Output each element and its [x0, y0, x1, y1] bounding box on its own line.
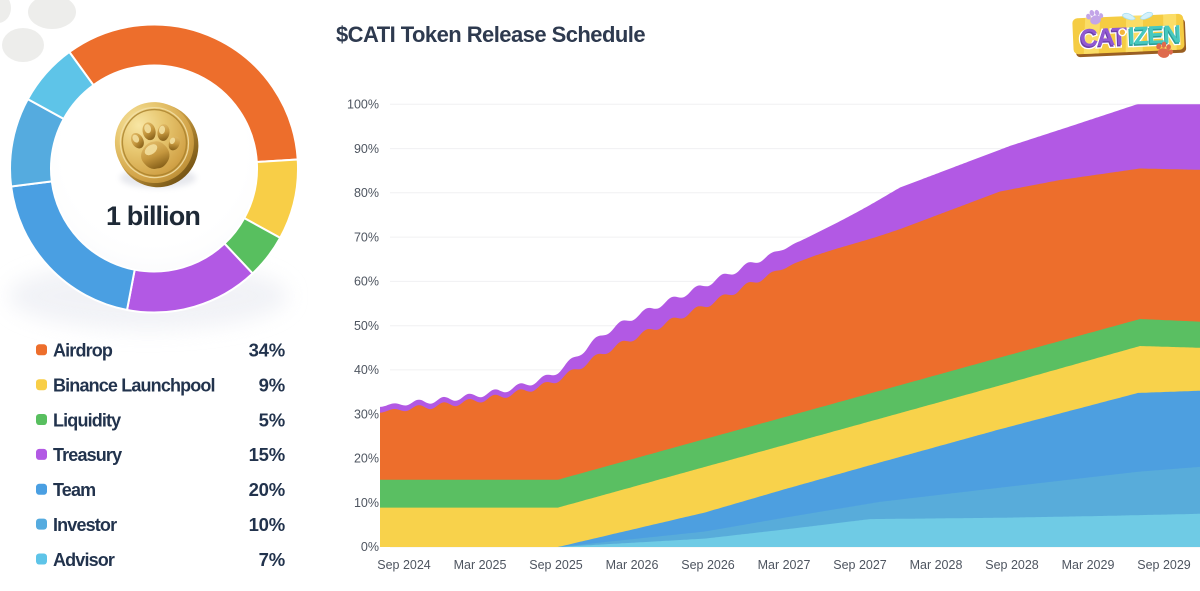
svg-text:50%: 50%	[354, 319, 379, 333]
svg-text:40%: 40%	[354, 363, 379, 377]
svg-text:30%: 30%	[354, 407, 379, 421]
svg-text:34%: 34%	[249, 340, 285, 361]
svg-text:Sep 2029: Sep 2029	[1137, 558, 1191, 572]
svg-text:Advisor: Advisor	[53, 550, 115, 570]
svg-text:Binance Launchpool: Binance Launchpool	[53, 376, 215, 396]
svg-text:Sep 2025: Sep 2025	[529, 558, 583, 572]
svg-text:CAT: CAT	[1079, 24, 1127, 54]
svg-text:CAT: CAT	[1079, 23, 1127, 53]
svg-text:10%: 10%	[354, 496, 379, 510]
svg-text:80%: 80%	[354, 186, 379, 200]
svg-text:$CATI Token Release Schedule: $CATI Token Release Schedule	[336, 22, 645, 47]
svg-text:90%: 90%	[354, 142, 379, 156]
svg-text:Sep 2027: Sep 2027	[833, 558, 887, 572]
svg-text:15%: 15%	[249, 444, 285, 465]
svg-text:Investor: Investor	[53, 515, 117, 535]
svg-text:IZEN: IZEN	[1127, 20, 1180, 50]
svg-text:100%: 100%	[347, 98, 379, 112]
svg-text:9%: 9%	[259, 375, 285, 396]
svg-text:Sep 2024: Sep 2024	[377, 558, 431, 572]
svg-text:20%: 20%	[354, 452, 379, 466]
svg-text:60%: 60%	[354, 275, 379, 289]
svg-text:5%: 5%	[259, 409, 285, 430]
svg-text:Mar 2027: Mar 2027	[758, 558, 811, 572]
svg-text:Mar 2028: Mar 2028	[910, 558, 963, 572]
svg-text:20%: 20%	[249, 479, 285, 500]
svg-text:Mar 2025: Mar 2025	[454, 558, 507, 572]
svg-text:Airdrop: Airdrop	[53, 341, 113, 361]
svg-text:Treasury: Treasury	[53, 445, 122, 465]
svg-text:IZEN: IZEN	[1126, 22, 1179, 52]
svg-text:1 billion: 1 billion	[106, 201, 200, 231]
svg-text:10%: 10%	[249, 514, 285, 535]
svg-text:Sep 2028: Sep 2028	[985, 558, 1039, 572]
svg-text:7%: 7%	[259, 549, 285, 570]
svg-text:0%: 0%	[361, 540, 379, 554]
svg-text:Mar 2026: Mar 2026	[606, 558, 659, 572]
svg-text:70%: 70%	[354, 230, 379, 244]
svg-text:Sep 2026: Sep 2026	[681, 558, 735, 572]
svg-text:Mar 2029: Mar 2029	[1062, 558, 1115, 572]
svg-text:Team: Team	[53, 480, 95, 500]
svg-text:Liquidity: Liquidity	[53, 410, 121, 430]
